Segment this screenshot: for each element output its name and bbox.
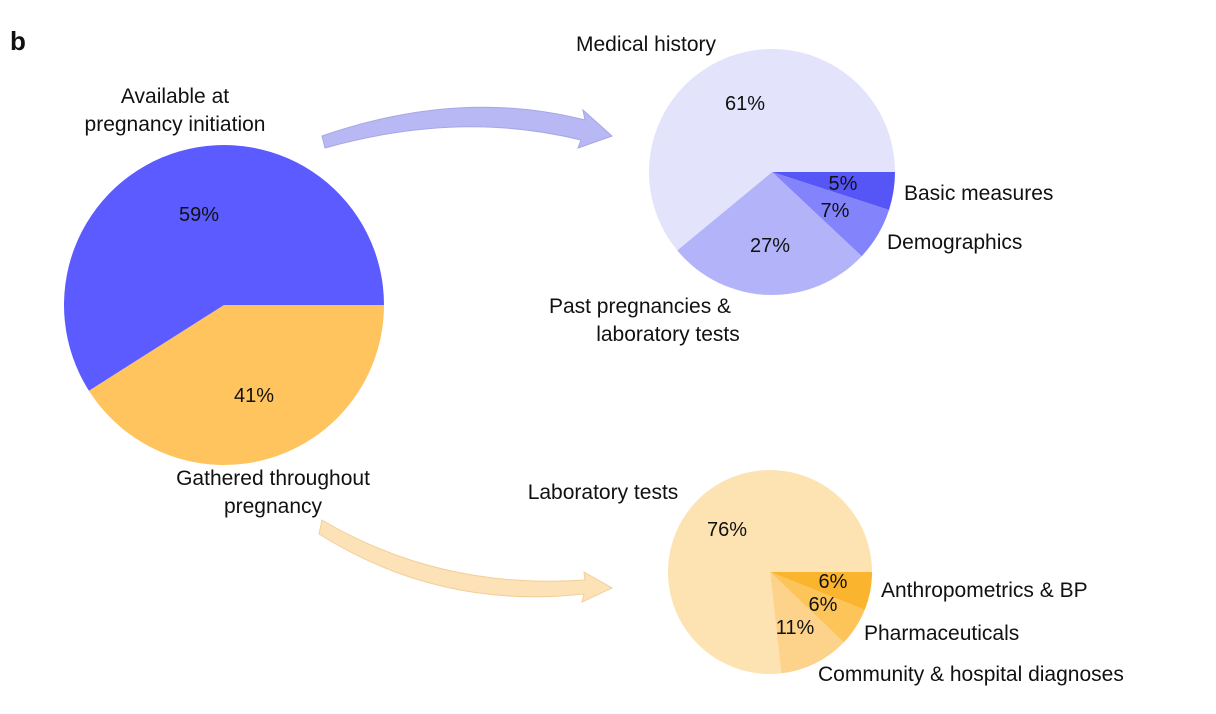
slice-label-medical-history: Medical history: [576, 33, 717, 56]
pie-pregnancy-breakdown: 76% 11% 6% 6% Laboratory tests Community…: [528, 469, 1124, 686]
slice-label-gathered-throughout-line2: pregnancy: [224, 495, 323, 518]
slice-value-past-pregnancies: 27%: [750, 235, 790, 257]
slice-value-basic-measures: 5%: [829, 173, 858, 195]
slice-label-past-pregnancies-line1: Past pregnancies &: [549, 295, 731, 318]
slice-label-gathered-throughout-line1: Gathered throughout: [176, 467, 370, 490]
pie-slice-laboratory-tests: [668, 469, 872, 674]
slice-label-pharmaceuticals: Pharmaceuticals: [864, 622, 1019, 645]
slice-value-available-at-initiation: 59%: [179, 204, 219, 226]
pie-slice-gathered-throughout-pregnancy: [88, 305, 384, 465]
arrow-to-medical-history-pie: [321, 106, 613, 149]
pie-slice-basic-measures: [772, 172, 895, 211]
slice-value-laboratory-tests: 76%: [707, 519, 747, 541]
pie-slice-pharmaceuticals: [770, 572, 865, 643]
slice-value-anthropometrics: 6%: [819, 571, 848, 593]
pie-slice-past-pregnancies-laboratory-tests: [677, 172, 862, 295]
slice-value-medical-history: 61%: [725, 93, 765, 115]
pie-slice-anthropometrics-bp: [770, 572, 872, 610]
slice-value-community-hospital: 11%: [776, 617, 815, 639]
slice-label-laboratory-tests: Laboratory tests: [528, 481, 679, 504]
pie-initiation-breakdown: 61% 27% 7% 5% Medical history Past pregn…: [549, 33, 1053, 346]
arrow-to-laboratory-tests-pie: [318, 519, 614, 603]
slice-label-available-at-initiation-line2: pregnancy initiation: [85, 113, 266, 136]
slice-label-past-pregnancies-line2: laboratory tests: [596, 323, 740, 346]
slice-label-anthropometrics: Anthropometrics & BP: [881, 579, 1088, 602]
pie-slice-medical-history: [648, 48, 896, 251]
slice-label-community-hospital: Community & hospital diagnoses: [818, 663, 1124, 686]
slice-value-pharmaceuticals: 6%: [809, 594, 838, 616]
slice-value-gathered-throughout: 41%: [234, 385, 274, 407]
pie-overview: 59% 41% Available at pregnancy initiatio…: [64, 85, 385, 518]
slice-label-available-at-initiation-line1: Available at: [121, 85, 229, 108]
slice-label-basic-measures: Basic measures: [904, 182, 1053, 205]
slice-value-demographics: 7%: [821, 200, 850, 222]
panel-label: b: [10, 26, 26, 56]
slice-label-demographics: Demographics: [887, 231, 1022, 254]
pie-slice-available-at-pregnancy-initiation: [64, 144, 385, 391]
pie-slice-demographics: [772, 172, 889, 257]
pie-slice-community-hospital-diagnoses: [770, 572, 844, 674]
